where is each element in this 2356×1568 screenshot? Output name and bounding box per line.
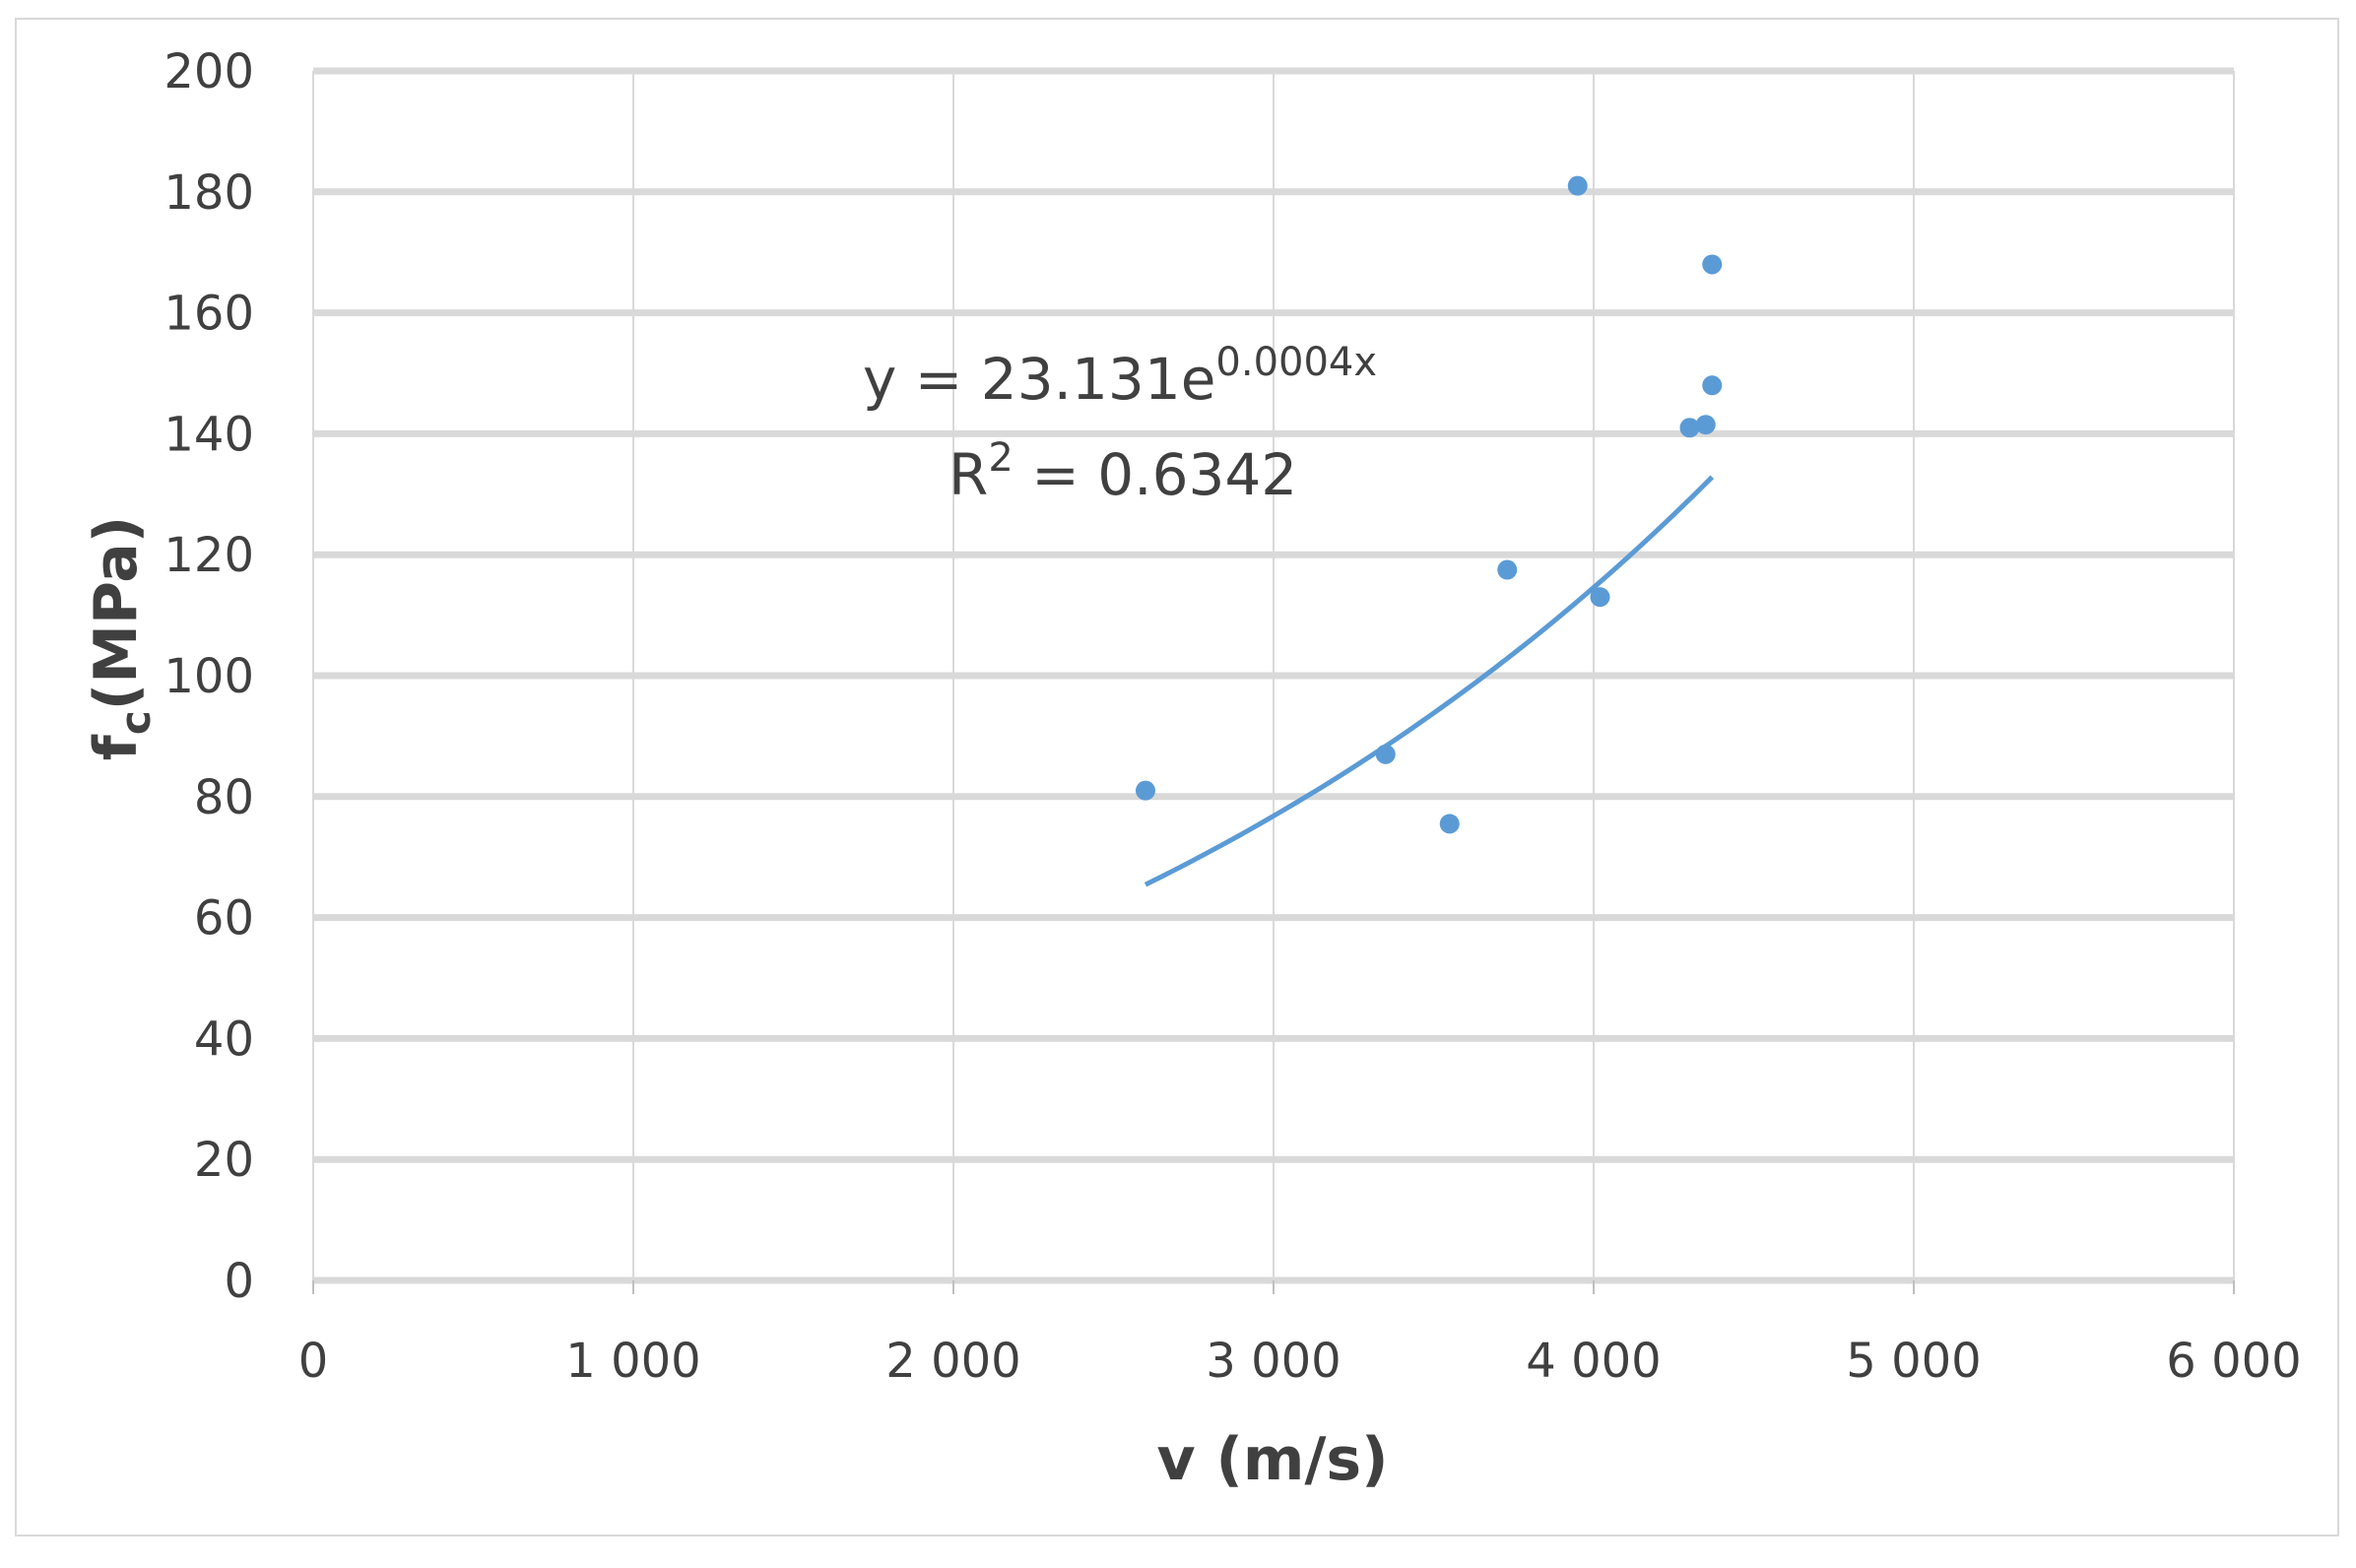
trendline-equation: y = 23.131e0.0004x [863, 340, 1377, 413]
r2-base: R [949, 441, 988, 508]
r2-value: = 0.6342 [1014, 441, 1297, 508]
x-tick-label: 1 000 [565, 1334, 700, 1389]
data-point [1702, 254, 1723, 275]
data-point [1136, 780, 1155, 801]
y-axis-tick-labels: 0 20 40 60 80 100 120 140 160 180 200 [164, 44, 254, 1309]
data-point [1679, 418, 1700, 438]
trendline [1144, 475, 1715, 887]
data-point [1375, 744, 1396, 764]
data-point [1590, 587, 1610, 608]
data-point [1567, 175, 1588, 196]
r2-superscript: 2 [988, 435, 1013, 481]
y-tick-label: 80 [194, 770, 254, 825]
equation-prefix: y = 23.131e [863, 346, 1215, 413]
y-tick-label: 20 [194, 1133, 254, 1188]
y-tick-label: 140 [164, 407, 254, 462]
data-point [1695, 415, 1716, 435]
y-tick-label: 200 [164, 44, 254, 99]
data-point [1439, 814, 1460, 834]
x-tick-label: 2 000 [885, 1334, 1020, 1389]
y-tick-label: 40 [194, 1012, 254, 1067]
x-axis-tick-labels: 0 1 000 2 000 3 000 4 000 5 000 6 000 [298, 1334, 2302, 1389]
y-axis-title-main: f [82, 734, 151, 760]
y-tick-label: 60 [194, 891, 254, 947]
y-axis-title: fc(MPa) [82, 516, 160, 760]
x-tick-label: 4 000 [1526, 1334, 1661, 1389]
x-tick-label: 3 000 [1206, 1334, 1341, 1389]
data-point [1497, 559, 1518, 580]
x-tick-label: 0 [298, 1334, 329, 1389]
y-axis-title-unit: (MPa) [82, 516, 151, 710]
horizontal-gridlines [313, 67, 2234, 1284]
data-point [1702, 375, 1723, 396]
x-tick-label: 6 000 [2166, 1334, 2301, 1389]
equation-exponent: 0.0004x [1215, 340, 1377, 385]
y-axis-title-subscript: c [111, 710, 160, 735]
y-tick-label: 100 [164, 649, 254, 704]
x-axis-title: v (m/s) [1157, 1425, 1389, 1494]
x-axis-ticks [312, 1280, 2235, 1294]
x-tick-label: 5 000 [1846, 1334, 1981, 1389]
y-tick-label: 160 [164, 287, 254, 342]
trendline-r-squared: R2 = 0.6342 [949, 435, 1297, 508]
y-tick-label: 120 [164, 528, 254, 583]
y-tick-label: 0 [224, 1254, 254, 1309]
data-points [1136, 175, 1723, 834]
y-tick-label: 180 [164, 165, 254, 221]
